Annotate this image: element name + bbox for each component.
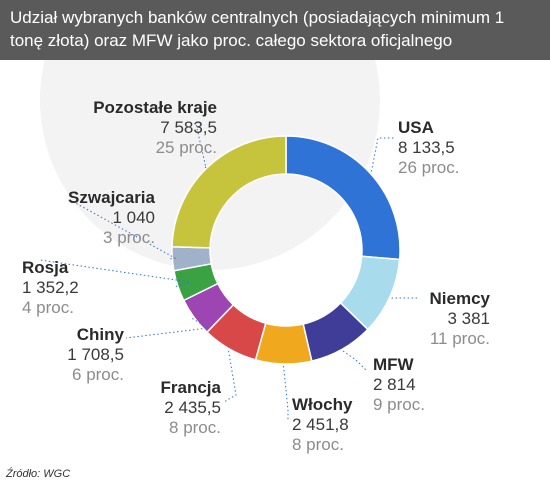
label-usa-value: 8 133,5 <box>398 138 455 157</box>
label-chiny-pct: 6 proc. <box>72 365 124 384</box>
label-szwajcaria-pct: 3 proc. <box>103 228 155 247</box>
label-rosja-pct: 4 proc. <box>22 298 74 317</box>
label-szwajcaria: Szwajcaria 1 040 3 proc. <box>68 188 155 248</box>
label-wlochy: Włochy 2 451,8 8 proc. <box>292 395 352 455</box>
leader-line-6 <box>39 259 191 287</box>
label-francja: Francja 2 435,5 8 proc. <box>161 378 221 438</box>
label-mfw-pct: 9 proc. <box>373 395 425 414</box>
label-usa: USA 8 133,5 26 proc. <box>398 118 459 178</box>
label-pozostale-pct: 25 proc. <box>155 138 217 157</box>
label-szwajcaria-value: 1 040 <box>112 208 155 227</box>
label-szwajcaria-name: Szwajcaria <box>68 188 155 207</box>
leader-line-5 <box>125 318 210 339</box>
label-rosja-value: 1 352,2 <box>22 278 79 297</box>
label-usa-name: USA <box>398 118 434 137</box>
donut-chart <box>39 60 418 420</box>
label-francja-value: 2 435,5 <box>164 398 221 417</box>
chart-header: Udział wybranych banków centralnych (pos… <box>0 0 550 60</box>
label-chiny: Chiny 1 708,5 6 proc. <box>67 325 124 385</box>
leader-line-8 <box>195 123 207 169</box>
label-mfw: MFW 2 814 9 proc. <box>373 355 425 415</box>
label-pozostale: Pozostałe kraje 7 583,5 25 proc. <box>93 98 217 158</box>
label-wlochy-name: Włochy <box>292 395 353 414</box>
leader-line-3 <box>283 365 289 420</box>
leader-line-4 <box>223 350 237 403</box>
label-francja-pct: 8 proc. <box>169 418 221 437</box>
label-niemcy-value: 3 381 <box>447 309 490 328</box>
source-note: Źródło: WGC <box>6 468 71 480</box>
donut-slice-8 <box>171 135 287 249</box>
label-pozostale-value: 7 583,5 <box>160 118 217 137</box>
label-niemcy-pct: 11 proc. <box>429 329 490 348</box>
label-mfw-value: 2 814 <box>373 375 416 394</box>
chart-title: Udział wybranych banków centralnych (pos… <box>10 8 505 50</box>
label-rosja: Rosja 1 352,2 4 proc. <box>22 258 79 318</box>
label-rosja-name: Rosja <box>22 258 69 277</box>
label-niemcy-name: Niemcy <box>429 289 490 308</box>
leader-line-0 <box>370 137 395 172</box>
label-mfw-name: MFW <box>373 355 414 374</box>
label-chiny-value: 1 708,5 <box>67 345 124 364</box>
label-usa-pct: 26 proc. <box>398 158 460 177</box>
label-pozostale-name: Pozostałe kraje <box>93 98 217 117</box>
label-wlochy-pct: 8 proc. <box>292 435 344 454</box>
leader-line-2 <box>342 350 367 371</box>
label-niemcy: Niemcy 3 381 11 proc. <box>430 289 490 349</box>
leader-line-7 <box>69 199 177 260</box>
chart-area: Pozostałe kraje 7 583,5 25 proc. USA 8 1… <box>0 60 550 460</box>
label-wlochy-value: 2 451,8 <box>292 415 349 434</box>
label-francja-name: Francja <box>160 378 221 397</box>
label-chiny-name: Chiny <box>76 325 124 344</box>
